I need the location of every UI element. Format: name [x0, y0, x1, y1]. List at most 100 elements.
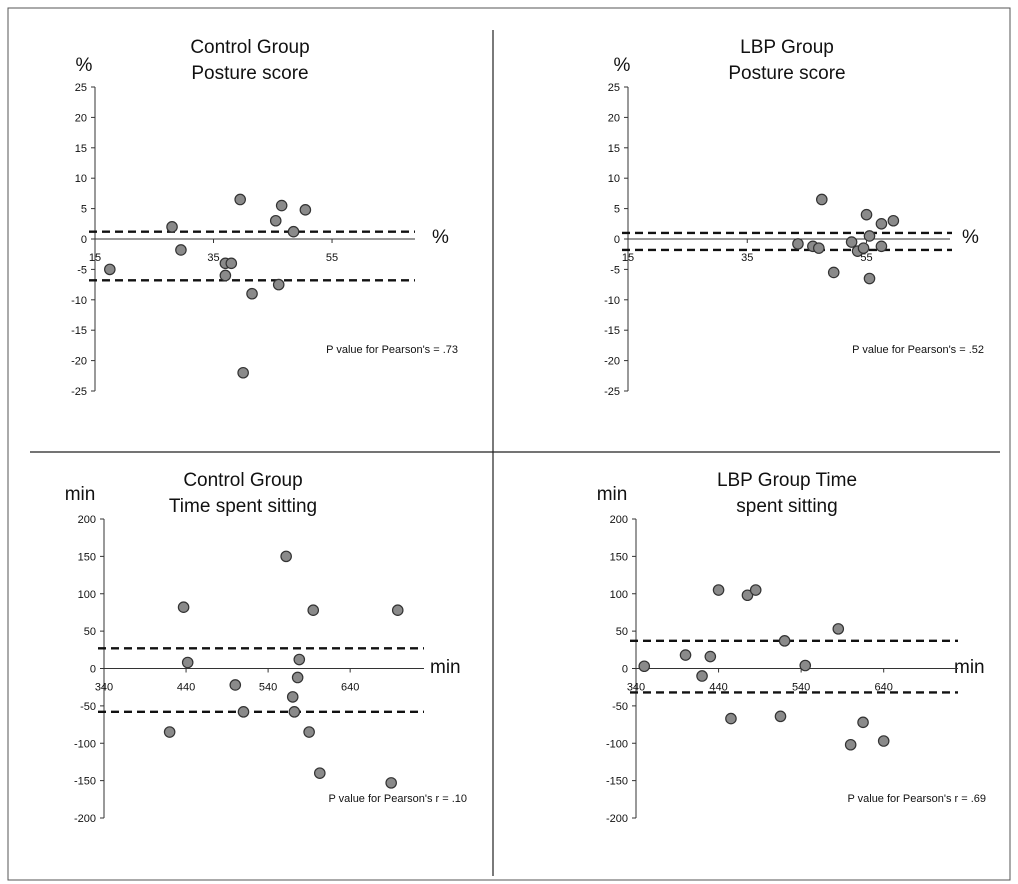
data-point — [863, 272, 876, 285]
data-point — [229, 679, 242, 691]
y-tick-label: -25 — [604, 386, 620, 398]
y-tick-label: 0 — [90, 664, 96, 676]
y-tick-label: 100 — [78, 589, 96, 601]
y-tick-label: 50 — [84, 626, 96, 638]
scatter-panel-2: LBP Group Posture score%% 25 20 15 10 5 0 -5 -10 -… — [604, 37, 984, 398]
data-point — [272, 278, 285, 291]
figure-border — [7, 7, 1011, 881]
pearson-annotation: P value for Pearson's r = .69 — [847, 793, 986, 805]
data-point — [844, 738, 857, 751]
data-point — [749, 584, 762, 596]
data-point — [163, 726, 176, 738]
data-point — [845, 236, 858, 248]
data-point — [275, 199, 288, 212]
y-tick-label: -5 — [77, 264, 87, 276]
data-point — [225, 257, 238, 270]
y-tick-label: 20 — [608, 112, 620, 124]
y-tick-label: 200 — [610, 514, 628, 526]
data-point — [307, 604, 320, 616]
x-tick-label: 340 — [627, 682, 645, 694]
pearson-annotation: P value for Pearson's = .73 — [326, 344, 458, 356]
chart-title-line: Time spent sitting — [169, 496, 317, 517]
y-tick-label: 5 — [81, 204, 87, 216]
y-tick-label: -100 — [74, 738, 96, 750]
y-tick-label: -100 — [606, 738, 628, 750]
data-point — [813, 242, 825, 254]
data-point — [291, 671, 304, 684]
data-point — [286, 691, 299, 703]
x-axis-label: % — [432, 227, 449, 248]
pearson-annotation: P value for Pearson's = .52 — [852, 344, 984, 356]
data-point — [299, 204, 312, 216]
data-point — [280, 550, 292, 563]
chart-title-line: LBP Group — [740, 37, 834, 58]
y-tick-label: 15 — [608, 143, 620, 155]
scatter-panel-4: LBP Group Time spent sitting min min 200 150 1… — [597, 470, 986, 825]
y-tick-label: -20 — [71, 356, 87, 368]
data-point — [860, 208, 873, 221]
data-point — [799, 659, 812, 672]
y-tick-label: -10 — [71, 295, 87, 307]
data-point — [778, 635, 791, 647]
data-point — [832, 623, 845, 635]
y-tick-label: 10 — [608, 173, 620, 185]
scatter-panel-1: Control Group Posture score%% 25 20 15 10 5 0 -5… — [71, 37, 458, 398]
y-tick-label: 25 — [608, 82, 620, 94]
x-tick-label: 35 — [207, 252, 219, 264]
y-tick-label: 20 — [75, 112, 87, 124]
y-tick-label: 10 — [75, 173, 87, 185]
data-point — [237, 366, 249, 379]
x-tick-label: 640 — [875, 682, 893, 694]
data-point — [246, 287, 258, 300]
y-tick-label: -15 — [71, 325, 87, 337]
data-point — [303, 726, 315, 738]
data-point — [181, 656, 194, 669]
y-tick-label: -50 — [80, 701, 96, 713]
x-tick-label: 35 — [741, 252, 753, 264]
y-tick-label: -50 — [612, 701, 628, 713]
data-point — [827, 266, 840, 279]
data-point — [857, 716, 869, 729]
y-tick-label: 15 — [75, 143, 87, 155]
data-point — [313, 767, 326, 779]
x-axis-label: min — [954, 657, 985, 678]
data-point — [237, 706, 250, 718]
data-point — [725, 712, 737, 725]
y-tick-label: -200 — [606, 813, 628, 825]
data-point — [679, 649, 692, 661]
x-tick-label: 640 — [341, 682, 359, 694]
data-point — [696, 670, 708, 682]
x-tick-label: 340 — [95, 682, 113, 694]
chart-title-line: Control Group — [190, 37, 309, 58]
chart-title-line: Control Group — [183, 470, 302, 491]
x-tick-label: 15 — [622, 252, 634, 264]
data-point — [875, 240, 888, 253]
y-tick-label: -150 — [606, 776, 628, 788]
y-axis-label: % — [614, 55, 631, 76]
data-point — [815, 193, 828, 206]
data-point — [175, 244, 187, 256]
data-point — [857, 242, 870, 254]
pearson-annotation: P value for Pearson's r = .10 — [328, 793, 467, 805]
y-tick-label: 200 — [78, 514, 96, 526]
chart-title-line: Posture score — [728, 63, 845, 84]
x-tick-label: 55 — [326, 252, 338, 264]
y-tick-label: 100 — [610, 589, 628, 601]
data-point — [875, 218, 888, 230]
data-point — [288, 706, 301, 718]
data-point — [774, 710, 787, 723]
y-tick-label: 5 — [614, 204, 620, 216]
x-tick-label: 540 — [259, 682, 277, 694]
y-tick-label: -25 — [71, 386, 87, 398]
data-point — [104, 263, 116, 276]
x-tick-label: 15 — [89, 252, 101, 264]
scatter-panel-3: Control Group Time spent sitting min min 200… — [65, 470, 467, 825]
x-tick-label: 440 — [709, 682, 727, 694]
data-point — [877, 735, 890, 747]
x-tick-label: 55 — [860, 252, 872, 264]
data-point — [704, 650, 717, 663]
y-axis-label: min — [597, 484, 628, 505]
y-tick-label: -20 — [604, 356, 620, 368]
x-tick-label: 540 — [792, 682, 810, 694]
data-point — [177, 601, 190, 614]
